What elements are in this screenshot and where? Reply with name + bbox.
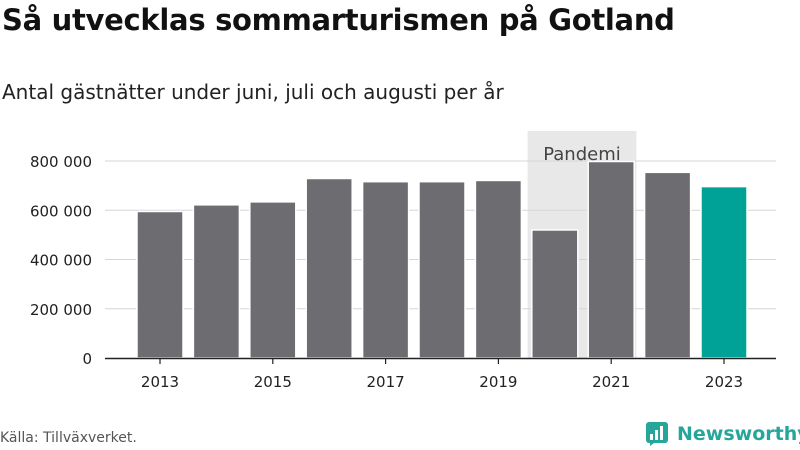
y-tick-label: 800 000 (30, 153, 92, 171)
y-tick-label: 0 (82, 350, 92, 368)
bar-2023 (700, 185, 748, 359)
x-tick-label: 2013 (141, 373, 179, 391)
bar-2018 (418, 180, 466, 359)
x-tick-label: 2015 (254, 373, 292, 391)
bar-2015 (249, 201, 297, 359)
y-tick-label: 600 000 (30, 202, 92, 220)
y-tick-label: 200 000 (30, 301, 92, 319)
bar-2017 (361, 180, 410, 359)
x-tick-label: 2021 (592, 373, 630, 391)
chart-subtitle: Antal gästnätter under juni, juli och au… (2, 80, 504, 104)
pandemic-label: Pandemi (543, 144, 621, 165)
x-tick-label: 2019 (479, 373, 517, 391)
brand-logo: Newsworthy (645, 421, 800, 447)
bar-2016 (305, 177, 353, 359)
bar-2022 (643, 171, 692, 359)
newsworthy-icon (646, 422, 668, 446)
bar-2013 (136, 210, 184, 359)
bar-2014 (192, 204, 241, 359)
brand-name: Newsworthy (677, 423, 800, 445)
source-note: Källa: Tillväxverket. (0, 430, 137, 446)
bar-chart: 0 200 000 400 000 600 000 800 000 Pandemi 2013… (30, 131, 776, 391)
x-tick-label: 2017 (367, 373, 405, 391)
y-tick-label: 400 000 (30, 252, 92, 270)
bar-2019 (474, 179, 523, 359)
bar-2021 (587, 160, 635, 359)
bar-2020 (531, 229, 579, 359)
chart-title: Så utvecklas sommarturismen på Gotland (2, 3, 675, 37)
x-tick-label: 2023 (705, 373, 743, 391)
